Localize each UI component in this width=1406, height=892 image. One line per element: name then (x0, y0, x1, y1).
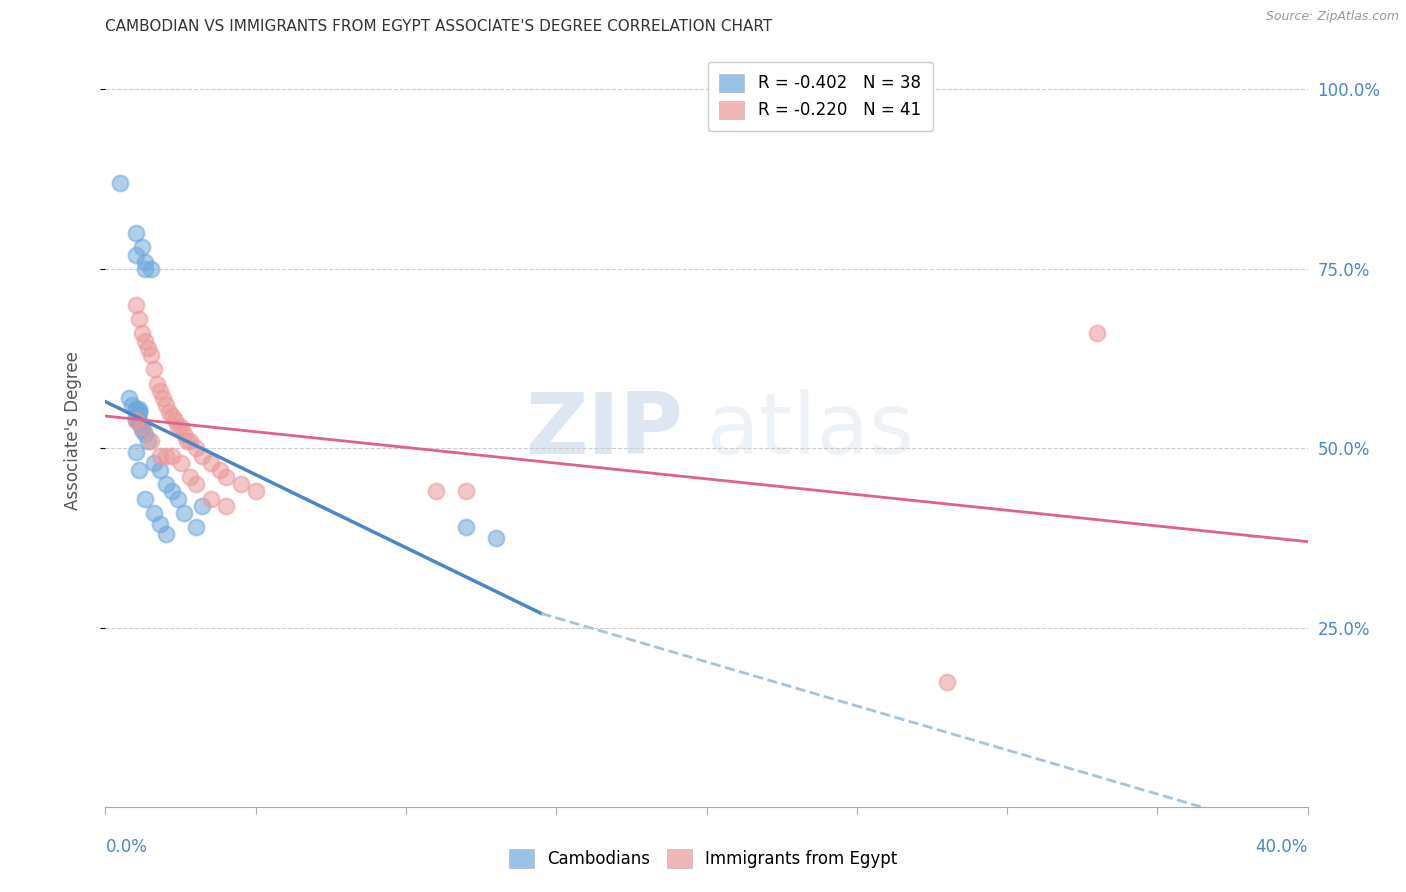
Point (936, 674, 959, 689)
Point (124, 226, 146, 240)
Point (110, 176, 132, 190)
Point (136, 434, 159, 449)
Point (142, 456, 165, 470)
Point (155, 527, 177, 541)
Point (163, 412, 186, 426)
Point (148, 463, 170, 477)
Point (157, 405, 180, 419)
Point (200, 491, 222, 506)
Point (128, 412, 150, 426)
Point (160, 484, 183, 499)
Point (131, 240, 153, 254)
Text: 0.0%: 0.0% (105, 838, 148, 855)
Point (118, 391, 141, 405)
Point (184, 442, 207, 456)
Point (208, 463, 231, 477)
Point (128, 405, 150, 419)
Point (134, 427, 156, 442)
Point (131, 419, 153, 434)
Text: CAMBODIAN VS IMMIGRANTS FROM EGYPT ASSOCIATE'S DEGREE CORRELATION CHART: CAMBODIAN VS IMMIGRANTS FROM EGYPT ASSOC… (105, 20, 773, 34)
Point (136, 341, 159, 355)
Text: Source: ZipAtlas.com: Source: ZipAtlas.com (1265, 10, 1399, 22)
Point (148, 516, 170, 531)
Point (124, 412, 146, 426)
Point (128, 312, 150, 326)
Point (229, 477, 252, 491)
Point (124, 298, 146, 312)
Point (184, 520, 207, 534)
Point (200, 456, 222, 470)
Y-axis label: Associate's Degree: Associate's Degree (63, 351, 82, 510)
Point (124, 445, 146, 459)
Point (124, 412, 146, 426)
Point (134, 261, 156, 276)
Point (131, 424, 153, 438)
Point (184, 477, 207, 491)
Point (124, 401, 146, 416)
Point (169, 456, 191, 470)
Point (155, 477, 177, 491)
Point (148, 449, 170, 463)
Point (173, 427, 195, 442)
Point (128, 405, 150, 419)
Point (139, 348, 162, 362)
Point (128, 463, 150, 477)
Point (134, 254, 156, 268)
Text: 40.0%: 40.0% (1256, 838, 1308, 855)
Point (214, 470, 236, 484)
Point (454, 520, 477, 534)
Point (139, 434, 162, 449)
Point (173, 506, 195, 520)
Point (485, 531, 508, 545)
Point (166, 491, 188, 506)
Point (145, 376, 167, 391)
Point (124, 247, 146, 261)
Point (155, 398, 177, 412)
Point (190, 499, 212, 513)
Point (128, 401, 150, 416)
Point (245, 484, 267, 499)
Point (134, 334, 156, 348)
Point (176, 434, 198, 449)
Point (142, 362, 165, 376)
Point (425, 484, 447, 499)
Legend: Cambodians, Immigrants from Egypt: Cambodians, Immigrants from Egypt (502, 843, 904, 875)
Point (454, 484, 477, 499)
Point (121, 398, 143, 412)
Point (214, 499, 236, 513)
Point (134, 491, 156, 506)
Point (1085, 326, 1108, 341)
Point (128, 416, 150, 430)
Point (152, 391, 174, 405)
Point (131, 419, 153, 434)
Point (124, 401, 146, 416)
Point (142, 506, 165, 520)
Point (169, 419, 191, 434)
Legend: R = -0.402   N = 38, R = -0.220   N = 41: R = -0.402 N = 38, R = -0.220 N = 41 (707, 62, 932, 131)
Text: atlas: atlas (707, 389, 914, 472)
Point (179, 434, 201, 449)
Point (160, 449, 183, 463)
Point (139, 261, 162, 276)
Point (131, 326, 153, 341)
Point (166, 419, 188, 434)
Point (190, 449, 212, 463)
Point (155, 449, 177, 463)
Point (148, 384, 170, 398)
Point (124, 409, 146, 423)
Point (179, 470, 201, 484)
Point (160, 409, 183, 423)
Text: ZIP: ZIP (524, 389, 682, 472)
